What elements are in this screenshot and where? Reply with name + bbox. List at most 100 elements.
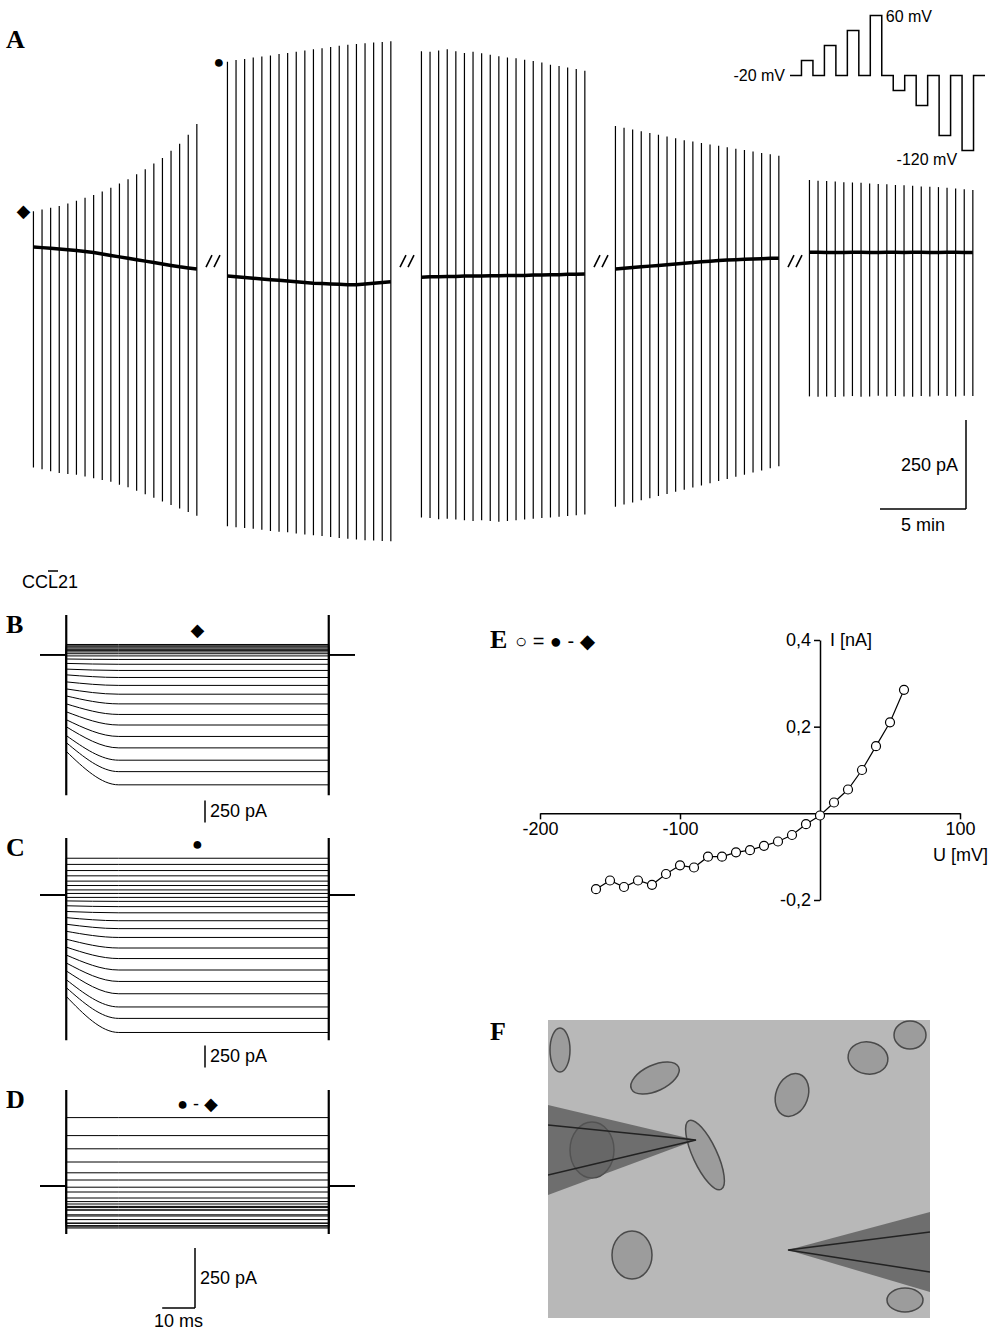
- current-trace: [40, 1186, 355, 1223]
- sweep: [498, 56, 499, 522]
- application-bar: [48, 570, 58, 572]
- micrograph: [548, 1020, 930, 1318]
- scale-label: 250 pA: [200, 1268, 257, 1288]
- current-trace: [40, 1186, 355, 1198]
- plot-area: [40, 615, 355, 795]
- holding-current: [809, 250, 972, 254]
- current-trace: [40, 644, 355, 654]
- sweep: [373, 43, 374, 541]
- sweep: [438, 50, 439, 519]
- sweep: [179, 144, 180, 509]
- current-trace: [40, 655, 355, 761]
- sweep: [515, 58, 516, 520]
- sweep: [244, 59, 245, 528]
- sweep: [170, 151, 171, 505]
- sweep: [313, 49, 314, 535]
- data-point: [606, 876, 615, 885]
- sweep: [809, 180, 810, 396]
- sweep: [507, 58, 508, 521]
- sweep: [576, 69, 577, 515]
- sweep: [102, 191, 103, 480]
- current-trace: [40, 655, 355, 725]
- sweep: [287, 53, 288, 532]
- sweep: [196, 124, 197, 516]
- cell: [894, 1021, 926, 1049]
- current-trace: [40, 1136, 355, 1186]
- sweep: [127, 179, 128, 487]
- tick: -0,2: [780, 890, 820, 910]
- data-point: [816, 811, 825, 820]
- axis-break: [400, 255, 414, 267]
- sweep: [356, 44, 357, 539]
- current-trace: [40, 649, 355, 654]
- pipette: [548, 1125, 696, 1175]
- current-trace: [40, 647, 355, 655]
- pipette: [548, 1105, 696, 1195]
- sweep: [253, 58, 254, 529]
- sweep: [817, 181, 818, 397]
- sweep: [692, 142, 693, 488]
- data-point: [620, 883, 629, 892]
- protocol-label: -20 mV: [733, 67, 785, 84]
- axis-break: [594, 255, 608, 267]
- sweep: [524, 60, 525, 520]
- tick-label: 100: [945, 819, 975, 839]
- plot-area: [40, 838, 355, 1040]
- sweep: [658, 135, 659, 496]
- sweep: [727, 147, 728, 479]
- sweep: [744, 150, 745, 475]
- pipette: [788, 1212, 930, 1292]
- cell: [678, 1115, 732, 1194]
- sweep: [93, 195, 94, 478]
- sweep: [770, 154, 771, 468]
- current-trace: [40, 651, 355, 655]
- tick: -200: [522, 813, 558, 839]
- current-trace: [40, 895, 355, 901]
- current-trace: [40, 1186, 355, 1216]
- sweep: [835, 181, 836, 397]
- panel-traces: D● - ◆250 pA10 ms: [6, 1085, 355, 1331]
- data-point: [746, 846, 755, 855]
- tick-label: 0,2: [786, 717, 811, 737]
- sweep: [921, 186, 922, 396]
- data-point: [732, 848, 741, 857]
- cell: [550, 1028, 570, 1072]
- current-trace: [40, 1180, 355, 1186]
- current-trace: [40, 1186, 355, 1206]
- data-point: [718, 852, 727, 861]
- current-trace: [40, 1118, 355, 1186]
- sweep: [972, 190, 973, 396]
- tick: -100: [662, 813, 698, 839]
- current-trace: [40, 858, 355, 895]
- tick: 0,2: [786, 717, 820, 737]
- panel-a: A◆●250 pA5 minCCL21: [6, 25, 973, 592]
- cell: [626, 1055, 684, 1101]
- data-point: [844, 785, 853, 794]
- plot-area: [592, 685, 909, 893]
- current-trace: [40, 655, 355, 772]
- scale-bar: [880, 508, 966, 510]
- panel-letter: C: [6, 833, 25, 862]
- iv-line: [596, 690, 904, 889]
- sweep: [955, 189, 956, 397]
- sweep: [718, 146, 719, 481]
- cell: [769, 1069, 814, 1121]
- tick: 0,4: [786, 630, 820, 650]
- sweep: [145, 169, 146, 494]
- scale-label: 250 pA: [210, 1046, 267, 1066]
- y-axis: -0,2 0,2 0,4: [780, 630, 821, 910]
- panel-letter: D: [6, 1085, 25, 1114]
- panel-traces: C●250 pA: [6, 833, 355, 1067]
- current-trace: [40, 652, 355, 655]
- sweep: [84, 198, 85, 477]
- panel-letter: E: [490, 625, 507, 654]
- current-trace: [40, 895, 355, 1032]
- current-trace: [40, 895, 355, 921]
- sweep: [119, 184, 120, 485]
- panel-letter: B: [6, 610, 23, 639]
- current-trace: [40, 895, 355, 994]
- scale-label: 10 ms: [154, 1311, 203, 1331]
- pipette: [788, 1232, 930, 1272]
- sweep: [843, 182, 844, 396]
- data-point: [676, 861, 685, 870]
